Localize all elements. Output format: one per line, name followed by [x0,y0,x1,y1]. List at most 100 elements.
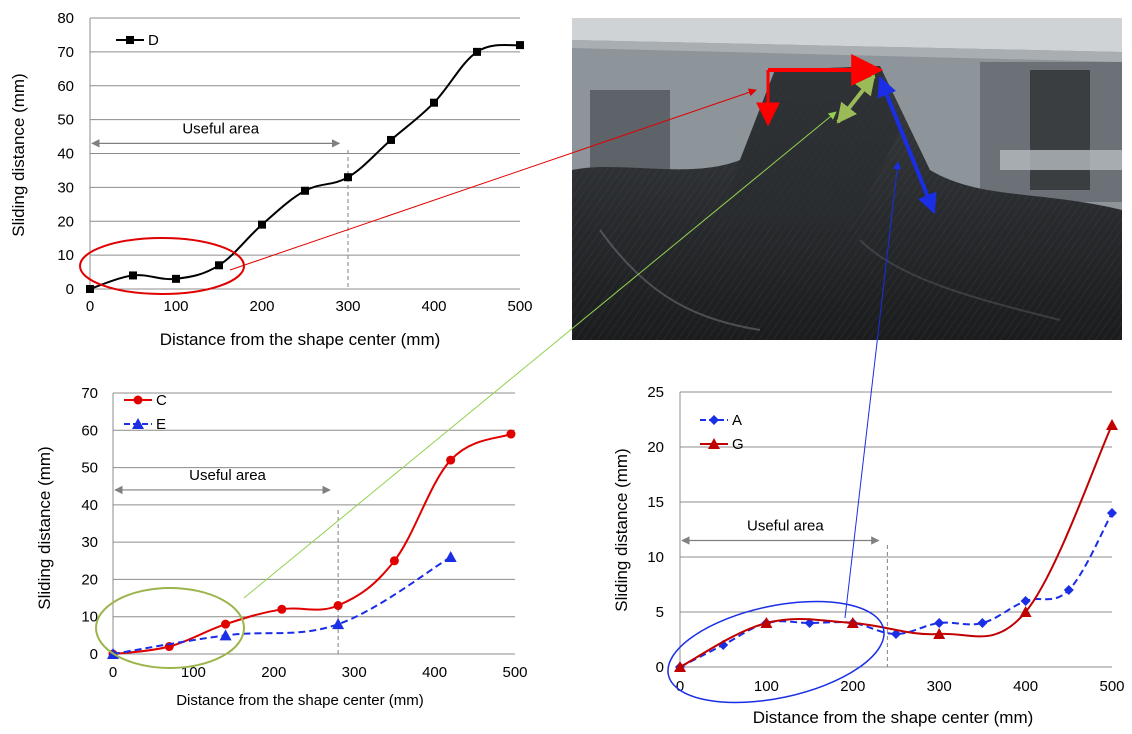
legend-label-C: C [156,392,167,409]
connector-line-red [229,88,757,271]
series-line-A [679,512,1113,668]
data-point-E [444,551,457,563]
useful-area-label: Useful area [182,120,259,137]
data-point-A [804,618,815,628]
data-point-C [506,429,516,439]
data-point-A [891,629,901,639]
y-tick-label: 50 [57,112,74,129]
chart2-grid [112,392,515,655]
data-point-A [1107,508,1117,518]
data-point-D [301,186,309,195]
data-point-G [674,661,686,672]
y-tick-label: 10 [81,609,98,626]
y-tick-label: 50 [81,460,98,477]
chart3-series [674,419,1118,672]
x-tick-label: 400 [422,664,447,681]
y-tick-label: 30 [81,534,98,551]
data-point-D [86,285,94,293]
chart3-legend: AG [700,412,744,453]
chart1-xlabel: Distance from the shape center (mm) [160,330,441,349]
y-tick-label: 20 [647,439,664,456]
ellipse-bottom-left-chart [95,587,245,669]
data-point-G [846,617,859,628]
y-tick-label: 70 [81,385,98,402]
y-tick-label: 60 [57,78,74,95]
y-tick-label: 70 [57,44,74,61]
chart2-ylabel: Sliding distance (mm) [35,446,54,609]
useful-area-label: Useful area [189,467,266,484]
data-point-A [1063,585,1074,595]
chart3-grid [679,391,1112,668]
chart2-annotation: Useful area [114,467,339,654]
legend-marker-E [132,418,144,429]
data-point-A [977,618,988,628]
data-point-E [219,629,232,641]
y-tick-label: 10 [57,247,74,264]
connector-line-blue [844,161,902,619]
chart1-grid [89,17,520,290]
connector-line-green [243,111,837,599]
x-tick-label: 0 [676,678,684,695]
data-point-C [277,604,287,614]
x-tick-label: 500 [507,298,532,315]
chart3-xlabel: Distance from the shape center (mm) [753,708,1034,727]
x-tick-label: 300 [927,678,952,695]
y-tick-label: 0 [656,659,664,676]
data-point-D [516,41,524,50]
x-tick-label: 0 [86,298,94,315]
x-tick-label: 200 [249,298,274,315]
x-tick-label: 500 [502,664,527,681]
chart2-legend: CE [124,392,167,433]
data-point-D [215,261,223,270]
chart1-xticks: 0 100 200 300 400 500 [86,298,533,315]
chart2-xticks: 0 100 200 300 400 500 [109,664,528,681]
data-point-D [473,47,481,56]
legend-label-D: D [148,32,159,49]
x-tick-label: 100 [181,664,206,681]
legend-marker-G [708,438,720,449]
draping-photo [572,18,1122,340]
x-tick-label: 300 [342,664,367,681]
chart2-xlabel: Distance from the shape center (mm) [176,692,424,709]
x-tick-label: 200 [840,678,865,695]
x-tick-label: 200 [261,664,286,681]
chart3-yticks: 0 5 10 15 20 25 [647,384,664,676]
y-tick-label: 10 [647,549,664,566]
blue-arrow [877,76,937,214]
y-tick-label: 25 [647,384,664,401]
data-point-C [333,601,343,611]
series-line-D [89,44,521,290]
chart2-yticks: 0 10 20 30 40 50 60 70 [81,385,98,663]
chart3-annotation: Useful area [681,518,888,667]
data-point-A [934,618,945,628]
y-tick-label: 0 [66,281,74,298]
data-point-A [1020,596,1031,606]
chart-bottom-left: Useful area 0 10 20 30 40 50 60 70 0 100 200 300 40… [35,385,528,709]
series-line-G [679,424,1113,668]
data-point-D [387,135,395,144]
x-tick-label: 0 [109,664,117,681]
data-point-D [172,274,180,283]
y-tick-label: 40 [57,146,74,163]
data-point-G [1019,606,1032,617]
y-tick-label: 80 [57,10,74,27]
data-point-G [1106,419,1118,430]
chart2-series [107,429,516,659]
y-tick-label: 20 [57,213,74,230]
x-tick-label: 500 [1099,678,1124,695]
x-tick-label: 100 [163,298,188,315]
useful-area-label: Useful area [747,518,824,535]
y-tick-label: 0 [90,646,98,663]
chart3-ylabel: Sliding distance (mm) [612,448,631,611]
chart1-series [86,41,524,293]
legend-label-E: E [156,416,166,433]
legend-label-A: A [732,412,742,429]
ellipse-top-chart [79,237,245,295]
legend-marker-A [709,415,719,425]
green-arrow [836,74,876,124]
data-point-D [129,271,137,280]
data-point-D [430,98,438,107]
legend-marker-D [126,36,134,44]
